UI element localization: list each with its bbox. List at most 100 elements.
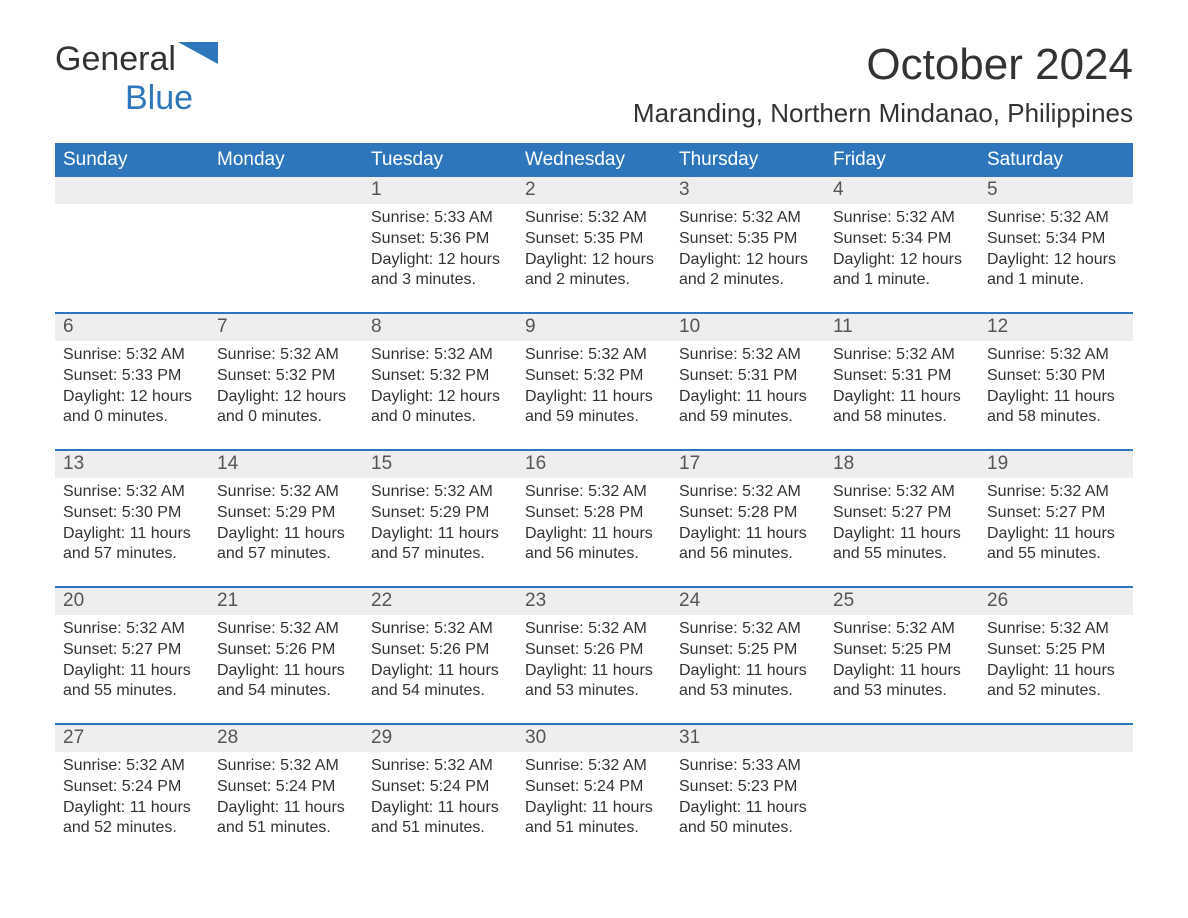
sunrise-text: Sunrise: 5:32 AM <box>833 209 955 226</box>
day-header: Friday <box>825 143 979 177</box>
day-number <box>979 725 1133 752</box>
day-number: 12 <box>979 314 1133 341</box>
day-details: Sunrise: 5:32 AMSunset: 5:26 PMDaylight:… <box>517 615 671 723</box>
day-number: 28 <box>209 725 363 752</box>
sunrise-text: Sunrise: 5:32 AM <box>63 483 185 500</box>
sunrise-text: Sunrise: 5:32 AM <box>679 483 801 500</box>
title-block: October 2024 Maranding, Northern Mindana… <box>633 40 1133 137</box>
sunrise-text: Sunrise: 5:32 AM <box>525 757 647 774</box>
daylight-text: Daylight: 11 hours and 50 minutes. <box>679 799 807 837</box>
day-number <box>825 725 979 752</box>
sunset-text: Sunset: 5:27 PM <box>63 641 181 658</box>
day-details <box>209 204 363 312</box>
day-header: Thursday <box>671 143 825 177</box>
daylight-text: Daylight: 11 hours and 57 minutes. <box>217 525 345 563</box>
daylight-text: Daylight: 11 hours and 55 minutes. <box>833 525 961 563</box>
day-number: 9 <box>517 314 671 341</box>
sunrise-text: Sunrise: 5:32 AM <box>679 209 801 226</box>
sunset-text: Sunset: 5:28 PM <box>525 504 643 521</box>
sunset-text: Sunset: 5:32 PM <box>525 367 643 384</box>
day-number: 11 <box>825 314 979 341</box>
day-details: Sunrise: 5:32 AMSunset: 5:29 PMDaylight:… <box>209 478 363 586</box>
daylight-text: Daylight: 11 hours and 59 minutes. <box>525 388 653 426</box>
day-details: Sunrise: 5:32 AMSunset: 5:33 PMDaylight:… <box>55 341 209 449</box>
sunset-text: Sunset: 5:26 PM <box>525 641 643 658</box>
week: 2728293031Sunrise: 5:32 AMSunset: 5:24 P… <box>55 723 1133 860</box>
sunrise-text: Sunrise: 5:32 AM <box>525 620 647 637</box>
sunset-text: Sunset: 5:27 PM <box>987 504 1105 521</box>
day-number-row: 6789101112 <box>55 314 1133 341</box>
day-details: Sunrise: 5:32 AMSunset: 5:35 PMDaylight:… <box>517 204 671 312</box>
sunset-text: Sunset: 5:25 PM <box>679 641 797 658</box>
daylight-text: Daylight: 11 hours and 58 minutes. <box>833 388 961 426</box>
sunset-text: Sunset: 5:31 PM <box>833 367 951 384</box>
day-number: 10 <box>671 314 825 341</box>
day-details: Sunrise: 5:32 AMSunset: 5:31 PMDaylight:… <box>671 341 825 449</box>
day-details: Sunrise: 5:32 AMSunset: 5:31 PMDaylight:… <box>825 341 979 449</box>
day-number: 2 <box>517 177 671 204</box>
sunrise-text: Sunrise: 5:32 AM <box>371 757 493 774</box>
sunset-text: Sunset: 5:32 PM <box>217 367 335 384</box>
daylight-text: Daylight: 12 hours and 2 minutes. <box>679 251 808 289</box>
daylight-text: Daylight: 12 hours and 3 minutes. <box>371 251 500 289</box>
sunrise-text: Sunrise: 5:32 AM <box>371 620 493 637</box>
day-number-row: 13141516171819 <box>55 451 1133 478</box>
daylight-text: Daylight: 11 hours and 52 minutes. <box>63 799 191 837</box>
sunrise-text: Sunrise: 5:32 AM <box>63 346 185 363</box>
sunrise-text: Sunrise: 5:32 AM <box>987 483 1109 500</box>
sunrise-text: Sunrise: 5:32 AM <box>63 620 185 637</box>
sunset-text: Sunset: 5:24 PM <box>371 778 489 795</box>
day-number: 23 <box>517 588 671 615</box>
location: Maranding, Northern Mindanao, Philippine… <box>633 98 1133 129</box>
day-details: Sunrise: 5:33 AMSunset: 5:36 PMDaylight:… <box>363 204 517 312</box>
day-details: Sunrise: 5:32 AMSunset: 5:34 PMDaylight:… <box>979 204 1133 312</box>
day-details: Sunrise: 5:32 AMSunset: 5:30 PMDaylight:… <box>979 341 1133 449</box>
sunrise-text: Sunrise: 5:32 AM <box>987 209 1109 226</box>
daylight-text: Daylight: 11 hours and 53 minutes. <box>679 662 807 700</box>
sunrise-text: Sunrise: 5:32 AM <box>525 346 647 363</box>
daylight-text: Daylight: 11 hours and 57 minutes. <box>63 525 191 563</box>
day-details-row: Sunrise: 5:32 AMSunset: 5:30 PMDaylight:… <box>55 478 1133 586</box>
day-number: 30 <box>517 725 671 752</box>
sunset-text: Sunset: 5:34 PM <box>833 230 951 247</box>
day-details-row: Sunrise: 5:33 AMSunset: 5:36 PMDaylight:… <box>55 204 1133 312</box>
sunrise-text: Sunrise: 5:33 AM <box>371 209 493 226</box>
day-number: 15 <box>363 451 517 478</box>
sunset-text: Sunset: 5:26 PM <box>217 641 335 658</box>
sunset-text: Sunset: 5:25 PM <box>987 641 1105 658</box>
day-headers: SundayMondayTuesdayWednesdayThursdayFrid… <box>55 143 1133 177</box>
sunset-text: Sunset: 5:26 PM <box>371 641 489 658</box>
day-details: Sunrise: 5:32 AMSunset: 5:32 PMDaylight:… <box>209 341 363 449</box>
day-number-row: 12345 <box>55 177 1133 204</box>
day-details: Sunrise: 5:32 AMSunset: 5:26 PMDaylight:… <box>209 615 363 723</box>
sunset-text: Sunset: 5:28 PM <box>679 504 797 521</box>
day-number: 31 <box>671 725 825 752</box>
day-number: 21 <box>209 588 363 615</box>
day-number: 19 <box>979 451 1133 478</box>
daylight-text: Daylight: 11 hours and 51 minutes. <box>371 799 499 837</box>
day-number: 24 <box>671 588 825 615</box>
day-details: Sunrise: 5:32 AMSunset: 5:34 PMDaylight:… <box>825 204 979 312</box>
week: 20212223242526Sunrise: 5:32 AMSunset: 5:… <box>55 586 1133 723</box>
daylight-text: Daylight: 11 hours and 54 minutes. <box>217 662 345 700</box>
daylight-text: Daylight: 11 hours and 56 minutes. <box>525 525 653 563</box>
daylight-text: Daylight: 11 hours and 51 minutes. <box>217 799 345 837</box>
daylight-text: Daylight: 12 hours and 0 minutes. <box>63 388 192 426</box>
day-details <box>979 752 1133 860</box>
day-number-row: 20212223242526 <box>55 588 1133 615</box>
sunset-text: Sunset: 5:35 PM <box>679 230 797 247</box>
sunset-text: Sunset: 5:24 PM <box>525 778 643 795</box>
logo-flag-icon <box>178 42 218 64</box>
sunrise-text: Sunrise: 5:32 AM <box>833 620 955 637</box>
sunset-text: Sunset: 5:24 PM <box>63 778 181 795</box>
sunset-text: Sunset: 5:30 PM <box>987 367 1105 384</box>
sunrise-text: Sunrise: 5:32 AM <box>987 620 1109 637</box>
daylight-text: Daylight: 12 hours and 0 minutes. <box>217 388 346 426</box>
day-number: 26 <box>979 588 1133 615</box>
day-details-row: Sunrise: 5:32 AM Sunset: 5:24 PM Daylight:… <box>55 752 1133 860</box>
daylight-text: Daylight: 11 hours and 58 minutes. <box>987 388 1115 426</box>
sunrise-text: Sunrise: 5:32 AM <box>217 483 339 500</box>
sunrise-text: Sunrise: 5:32 AM <box>679 346 801 363</box>
daylight-text: Daylight: 11 hours and 55 minutes. <box>63 662 191 700</box>
sunrise-text: Sunrise: 5:32 AM <box>679 620 801 637</box>
